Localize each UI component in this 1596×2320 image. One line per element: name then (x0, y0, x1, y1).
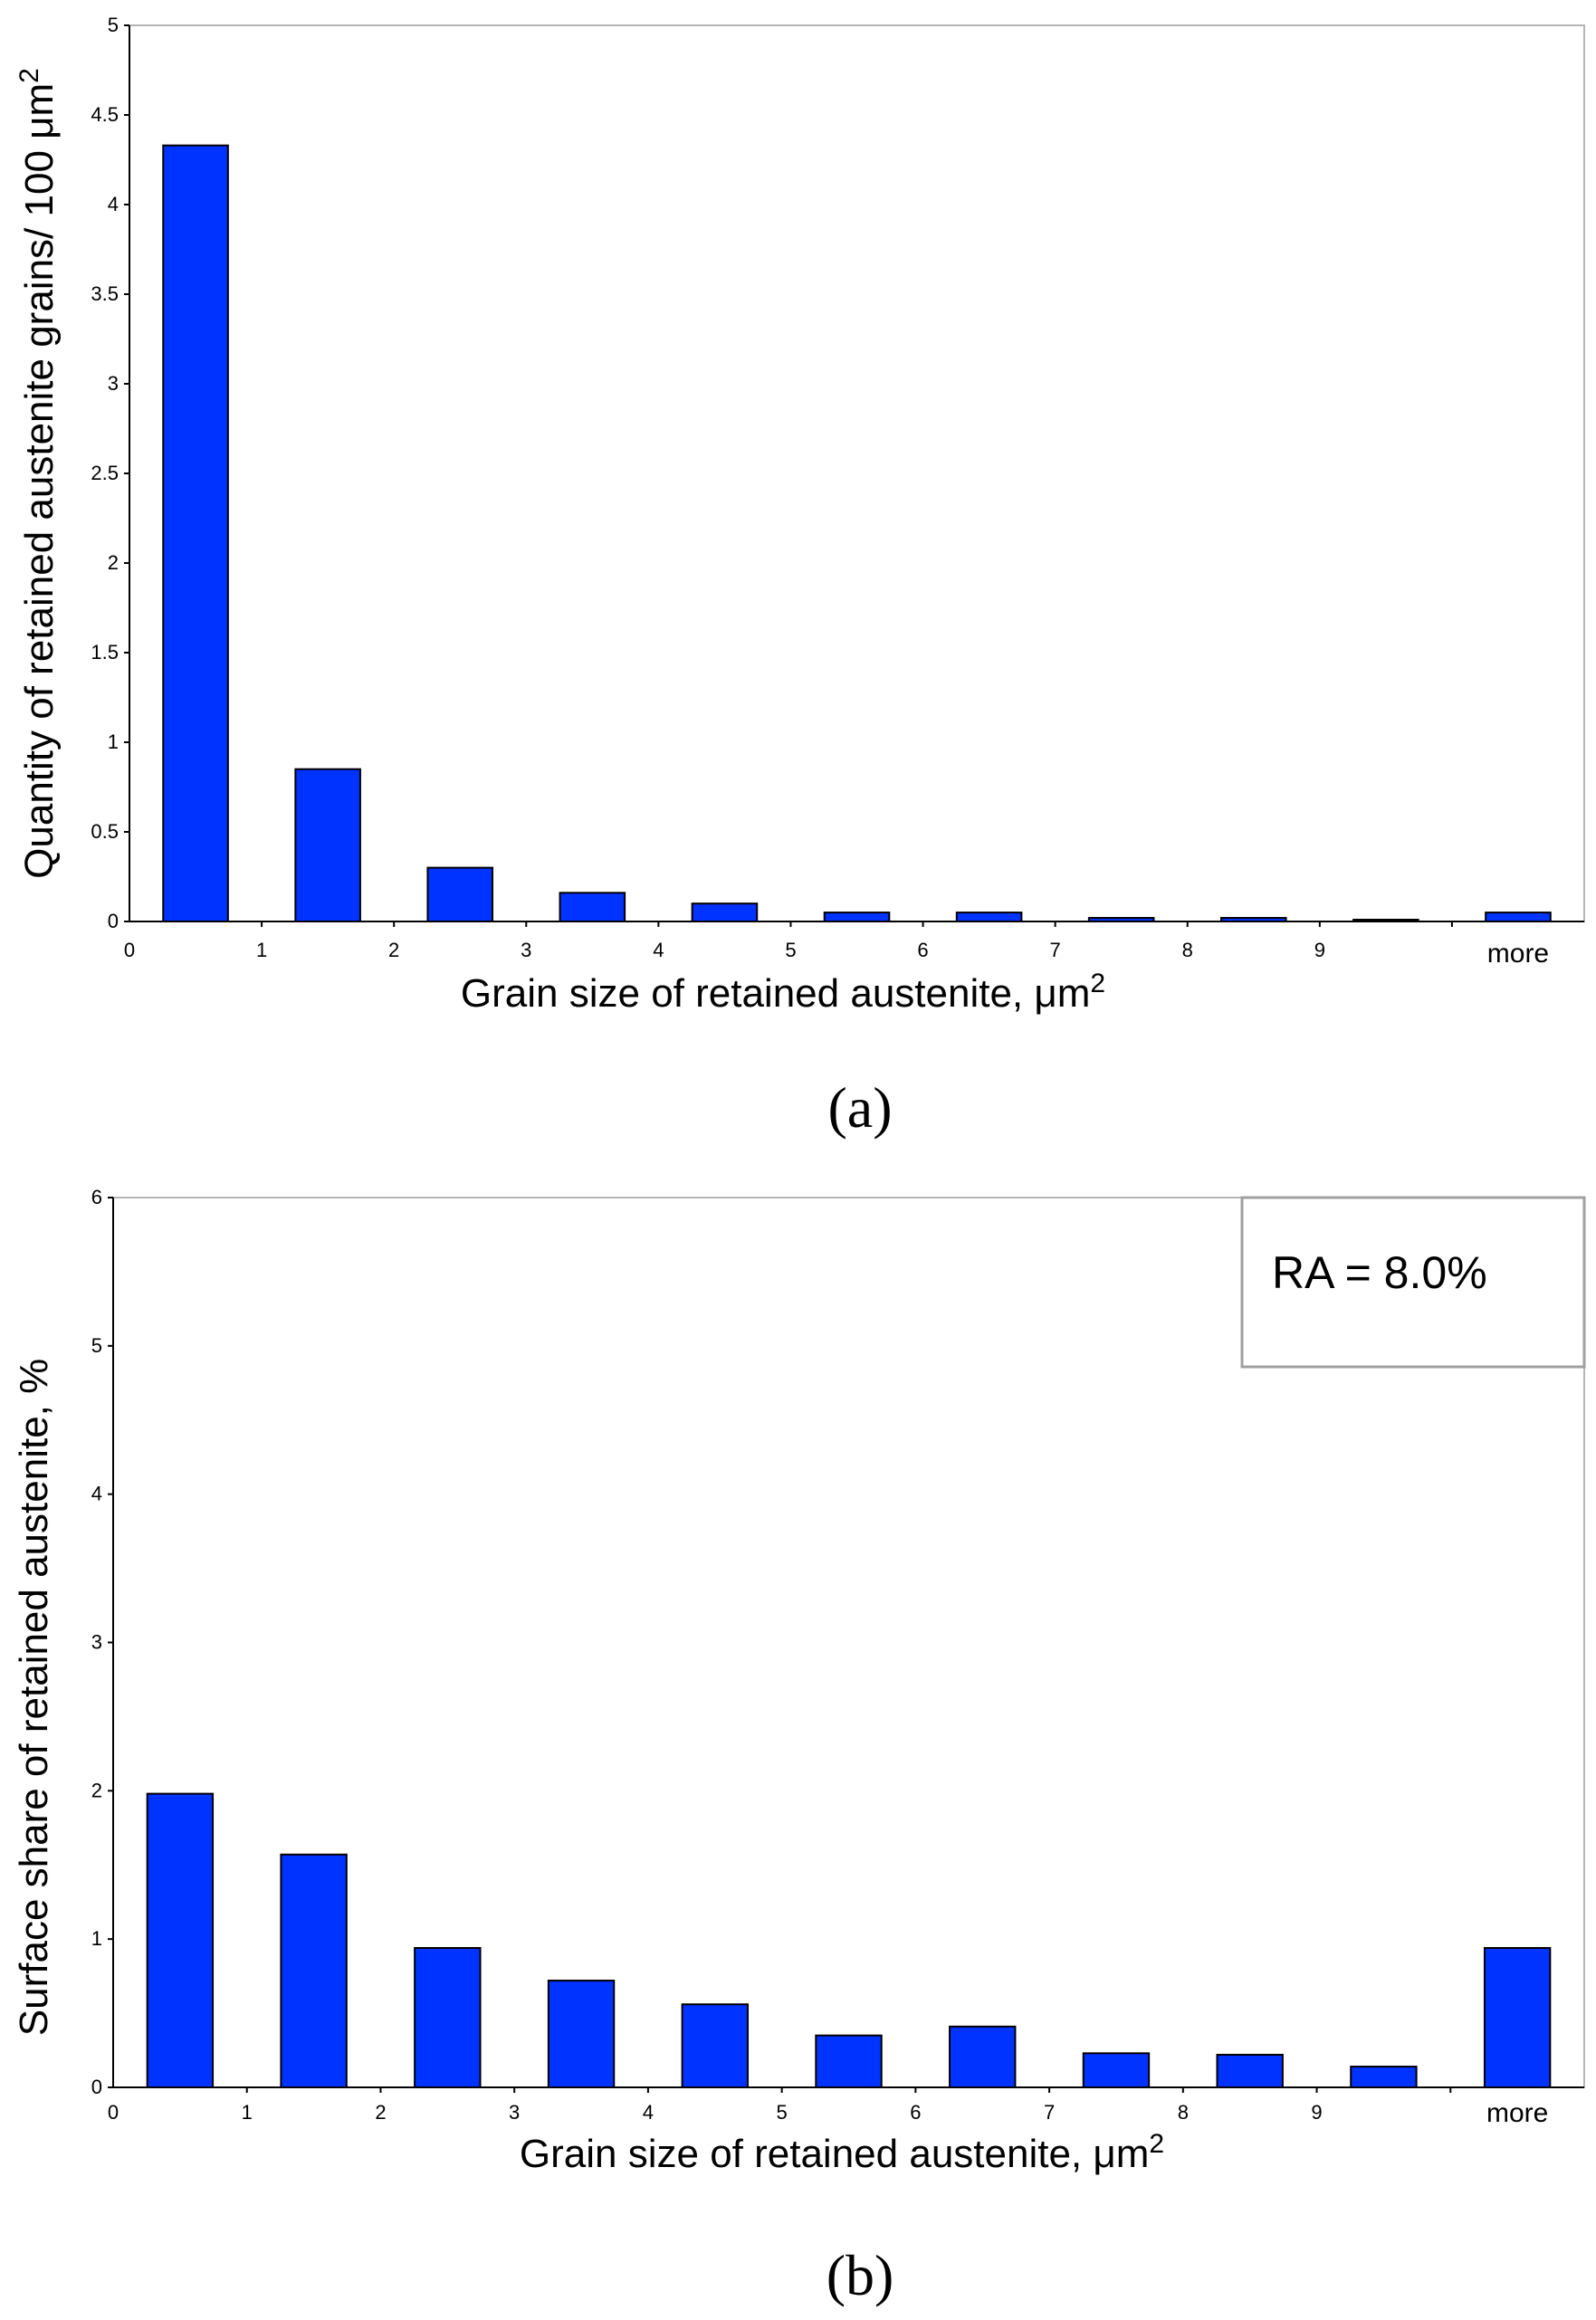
chart-b-x-tick-label: 2 (375, 2101, 386, 2124)
chart-b-x-tick-label: 5 (777, 2101, 788, 2124)
chart-a-bar-more (1485, 912, 1552, 922)
chart-a-x-tick-label: 3 (521, 939, 531, 961)
chart-b-y-tick-label: 5 (91, 1334, 102, 1357)
chart-a-x-tick-label: 1 (256, 939, 267, 961)
chart-b-x-tick-label: 1 (242, 2101, 253, 2124)
chart-b-bar-3 (547, 1980, 616, 2089)
chart-a-bar-4 (691, 902, 759, 923)
chart-b-x-tick-label: 8 (1178, 2101, 1189, 2124)
ra-annotation-text: RA = 8.0% (1272, 1247, 1487, 1298)
chart-a-x-tick-label: 5 (785, 939, 796, 961)
chart-b-bar-5 (815, 2034, 883, 2089)
chart-b-bar-0 (146, 1792, 215, 2088)
chart-a-y-tick-label: 2 (108, 551, 119, 574)
chart-b-y-ticks: 0 1 2 3 4 5 6 (91, 1186, 113, 2098)
chart-a-x-tick-label: 2 (388, 939, 399, 961)
chart-b-x-axis-title: Grain size of retained austenite, μm2 (520, 2129, 1164, 2176)
panel-label-a: (a) (827, 1075, 892, 1140)
chart-a-x-tick-label: 6 (917, 939, 928, 961)
chart-a-bar-2 (426, 866, 494, 922)
chart-b-y-tick-label: 1 (91, 1927, 102, 1950)
panel-label-b: (b) (827, 2243, 894, 2307)
ra-annotation-box (1240, 1196, 1586, 1369)
chart-b-bar-4 (681, 2003, 749, 2089)
chart-b-x-tick-label: 3 (509, 2101, 520, 2124)
chart-b-bar-1 (280, 1853, 348, 2089)
chart-a-y-tick-label: 4.5 (91, 103, 119, 126)
chart-a-bar-1 (294, 768, 361, 923)
chart-b-bar-2 (414, 1946, 482, 2088)
chart-b-y-tick-label: 4 (91, 1483, 102, 1505)
chart-b-bar-6 (949, 2025, 1017, 2089)
chart-b-x-ticks: 0 1 2 3 4 5 6 7 8 9 more (108, 2087, 1548, 2128)
chart-b-bars (146, 1792, 1552, 2089)
chart-b-bar-more (1483, 1946, 1552, 2088)
chart-a-bar-3 (559, 892, 626, 923)
chart-b-y-tick-label: 0 (91, 2076, 102, 2098)
chart-a-bar-9 (1352, 919, 1419, 923)
chart-a-x-tick-label: 4 (653, 939, 664, 961)
chart-a-y-tick-label: 4 (108, 193, 119, 215)
chart-b-x-tick-label: 4 (643, 2101, 654, 2124)
chart-b-bar-9 (1350, 2066, 1418, 2088)
chart-b-x-tick-label: 0 (108, 2101, 119, 2124)
chart-a-y-ticks: 0 0.5 1 1.5 2 2.5 3 3.5 4 4.5 5 (91, 14, 129, 932)
chart-b-x-tick-label: more (1486, 2098, 1548, 2128)
chart-a-bars (162, 144, 1552, 923)
chart-a-bar-5 (823, 912, 891, 922)
chart-a-bar-7 (1087, 917, 1155, 922)
chart-a-x-tick-label: more (1487, 939, 1549, 969)
chart-a-y-tick-label: 3 (108, 372, 119, 395)
chart-b-y-tick-label: 3 (91, 1631, 102, 1654)
chart-a-x-tick-label: 0 (124, 939, 135, 961)
chart-a-x-tick-label: 7 (1050, 939, 1061, 961)
chart-a-x-tick-label: 8 (1182, 939, 1193, 961)
chart-b-y-axis-title: Surface share of retained austenite, % (12, 1359, 56, 2036)
chart-a-plot-frame (129, 24, 1585, 922)
chart-a-bar-6 (955, 912, 1023, 922)
chart-b-x-tick-label: 6 (910, 2101, 921, 2124)
chart-a-y-tick-label: 1.5 (91, 641, 119, 664)
chart-a-bar-0 (162, 144, 229, 923)
chart-a-x-tick-label: 9 (1314, 939, 1325, 961)
chart-a-y-tick-label: 2.5 (91, 462, 119, 484)
chart-b-y-tick-label: 6 (91, 1186, 102, 1208)
chart-a-x-axis-title: Grain size of retained austenite, μm2 (461, 969, 1105, 1016)
chart-a-y-tick-label: 3.5 (91, 282, 119, 305)
chart-b: 0 1 2 3 4 5 6 0 1 2 3 4 5 6 7 8 9 more RA = 8.0% Grain s… (12, 1186, 1586, 2307)
chart-a-y-tick-label: 0.5 (91, 820, 119, 843)
chart-b-x-tick-label: 7 (1044, 2101, 1055, 2124)
chart-a-y-tick-label: 1 (108, 730, 119, 753)
chart-b-x-tick-label: 9 (1311, 2101, 1322, 2124)
chart-b-y-tick-label: 2 (91, 1779, 102, 1801)
chart-a-y-tick-label: 0 (108, 910, 119, 932)
chart-a-x-ticks: 0 1 2 3 4 5 6 7 8 9 more (124, 921, 1549, 969)
chart-a-bar-8 (1219, 917, 1287, 922)
chart-a-y-axis-title: Quantity of retained austenite grains/ 1… (14, 68, 62, 879)
chart-b-bar-7 (1082, 2052, 1151, 2089)
chart-b-bar-8 (1216, 2053, 1284, 2089)
chart-a-y-tick-label: 5 (108, 14, 119, 36)
chart-a: 0 0.5 1 1.5 2 2.5 3 3.5 4 4.5 5 0 1 2 3 4 5 6 7 8 9 more Gra… (14, 14, 1585, 1140)
